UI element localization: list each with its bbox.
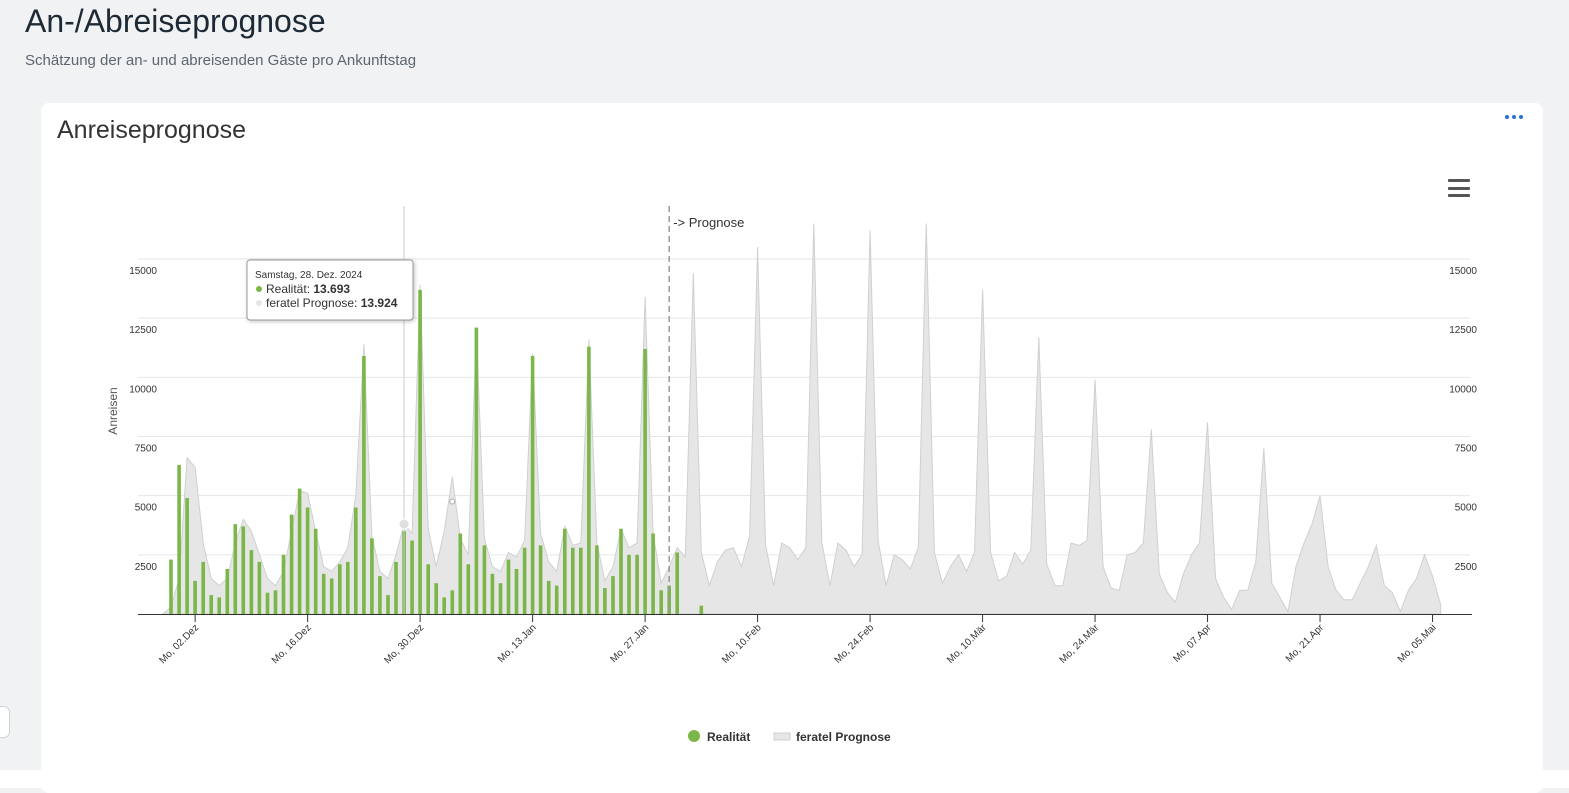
footer-strip [0,770,1569,788]
chart-card: Anreiseprognose [41,103,1543,793]
side-panel-handle[interactable] [0,706,10,738]
page-title: An-/Abreiseprognose [25,3,326,39]
more-options-icon[interactable] [1501,107,1527,127]
chart-card-title: Anreiseprognose [57,116,247,144]
chart-menu-icon[interactable] [1448,179,1470,197]
page-subtitle: Schätzung der an- und abreisenden Gäste … [25,52,417,69]
